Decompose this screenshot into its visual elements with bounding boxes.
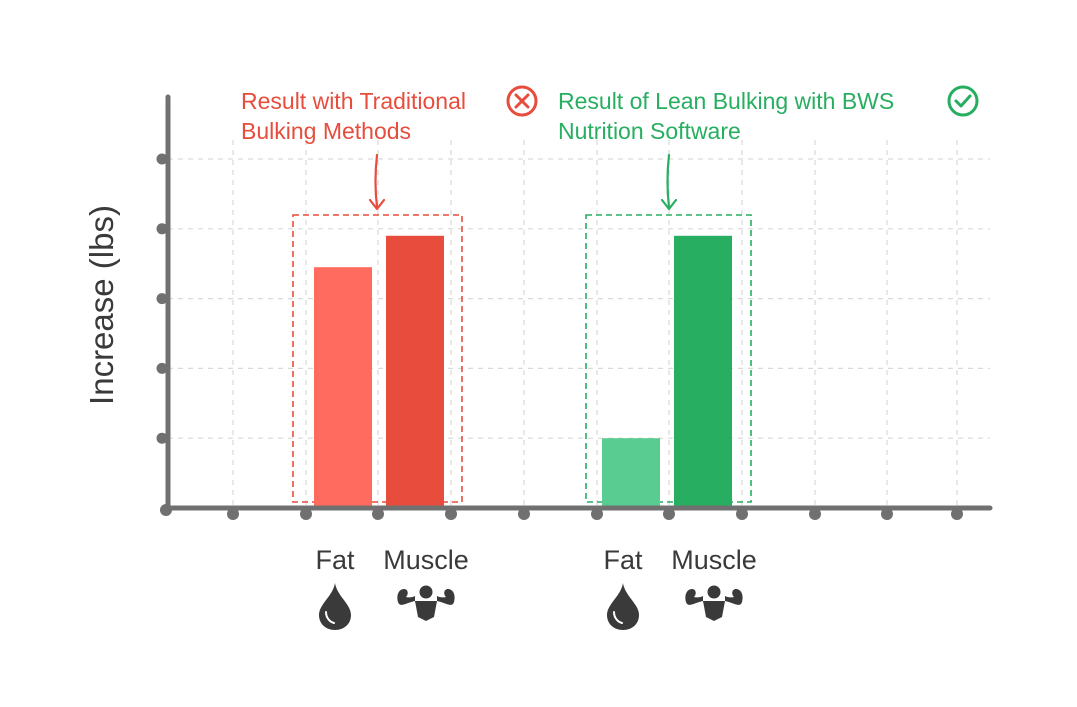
muscle-left-arm xyxy=(685,589,703,605)
bar-fat xyxy=(314,267,372,508)
status-icon-circle xyxy=(947,85,979,117)
fat-drop-shape xyxy=(319,583,351,630)
bar-muscle xyxy=(674,235,732,508)
fat-drop-highlight xyxy=(613,611,623,624)
status-icon-cross xyxy=(514,93,530,109)
annotation-text-line: Result of Lean Bulking with BWS xyxy=(558,88,894,114)
x-circle-icon xyxy=(506,85,538,117)
bars xyxy=(314,235,732,508)
y-axis-tick xyxy=(156,153,168,165)
muscle-torso xyxy=(415,601,437,621)
muscle-torso xyxy=(703,601,725,621)
annotation-arrowhead xyxy=(368,198,386,211)
x-axis-tick xyxy=(518,508,530,520)
bar-fat xyxy=(602,438,660,508)
annotation-text-line: Nutrition Software xyxy=(558,118,741,144)
muscle-left-arm xyxy=(397,589,415,605)
y-axis-tick xyxy=(156,293,168,305)
axis-origin-dot xyxy=(160,504,172,516)
x-axis-tick xyxy=(445,508,457,520)
x-axis-tick xyxy=(591,508,603,520)
check-circle-icon xyxy=(947,85,979,117)
x-axis-tick xyxy=(227,508,239,520)
group-highlight-box xyxy=(292,214,463,503)
annotation-text-line: Bulking Methods xyxy=(241,118,411,144)
group-highlight-boxes xyxy=(292,214,752,503)
fat-drop-icon xyxy=(607,583,639,630)
group-highlight-box xyxy=(585,214,752,503)
x-axis-tick xyxy=(809,508,821,520)
annotations: Result with Traditional Bulking Methods Re… xyxy=(241,85,979,211)
muscle-head xyxy=(419,585,433,599)
flexing-muscle-icon xyxy=(685,585,743,621)
fat-drop-highlight xyxy=(325,611,335,624)
annotation-text-line: Result with Traditional xyxy=(241,88,466,114)
annotation-arrowhead xyxy=(660,198,678,211)
x-tick-label: Muscle xyxy=(383,545,469,575)
x-axis-tick xyxy=(663,508,675,520)
flexing-muscle-icon xyxy=(397,585,455,621)
y-axis-tick xyxy=(156,362,168,374)
grid-lines xyxy=(168,140,990,508)
y-axis-label: Increase (lbs) xyxy=(83,205,120,405)
annotation-arrow xyxy=(666,153,671,209)
x-tick-label: Fat xyxy=(315,545,355,575)
muscle-right-arm xyxy=(725,589,743,605)
annotation-arrow xyxy=(374,153,379,209)
y-axis-tick xyxy=(156,432,168,444)
x-axis-tick xyxy=(881,508,893,520)
status-icon-circle xyxy=(506,85,538,117)
x-axis-tick xyxy=(372,508,384,520)
fat-drop-shape xyxy=(607,583,639,630)
y-axis-tick xyxy=(156,223,168,235)
x-tick-label: Fat xyxy=(603,545,643,575)
x-tick-label: Muscle xyxy=(671,545,757,575)
x-axis-tick xyxy=(300,508,312,520)
fat-drop-icon xyxy=(319,583,351,630)
category-labels: Fat Muscle Fat Muscle xyxy=(315,545,757,630)
muscle-right-arm xyxy=(437,589,455,605)
status-icon-check xyxy=(954,94,972,108)
axes xyxy=(156,94,993,520)
x-axis-tick xyxy=(951,508,963,520)
bar-muscle xyxy=(386,235,444,508)
muscle-head xyxy=(707,585,721,599)
x-axis-tick xyxy=(736,508,748,520)
